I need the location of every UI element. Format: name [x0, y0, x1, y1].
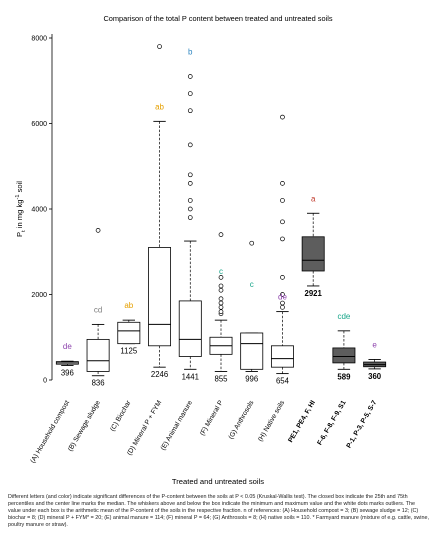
box-group: ab 1125 [117, 301, 141, 356]
category-labels: (A) Household compost(B) Sewage sludge (C… [30, 399, 379, 465]
category-label: (E) Animal manure [160, 399, 194, 451]
box-iqr [301, 236, 325, 272]
category-label: (H) Native soils [257, 399, 286, 443]
significance-letter: a [311, 194, 316, 203]
category-label: PE1, PE4, F, HI [287, 399, 317, 443]
box-iqr [240, 332, 264, 370]
outlier-point [280, 219, 285, 225]
mean-label: 589 [337, 372, 351, 381]
y-axis-label: Pt in mg kg-1 soil [15, 181, 27, 237]
outlier-point [218, 287, 224, 293]
outlier-point [280, 114, 285, 120]
category-label: (D) Mineral P + FYM [126, 399, 163, 456]
outlier-point [157, 44, 162, 49]
outlier-point [218, 232, 224, 237]
y-label-mid: in mg kg [15, 200, 24, 231]
outlier-point [249, 240, 255, 246]
category-label: F-6, F-8, F-9, S1 [316, 399, 347, 446]
outlier-point [280, 181, 285, 186]
box-iqr [332, 347, 356, 364]
mean-label: 836 [92, 379, 105, 388]
y-label-sup: -1 [15, 195, 21, 200]
box-iqr [117, 321, 141, 345]
category-label: P-1, P-3, P-5, S-7 [345, 399, 378, 449]
box-group: cde 589 [332, 312, 356, 381]
figure-caption: Different letters (and color) indicate s… [8, 494, 429, 529]
box-group: de 396 [55, 342, 79, 377]
mean-label: 996 [245, 374, 258, 383]
outlier-point [280, 236, 285, 242]
outlier-point [187, 108, 193, 114]
outlier-point [187, 181, 193, 186]
boxes: de 396 cd 836 ab 1125 ab 2246 b 1441 c 855 c 996 de 654… [55, 44, 387, 388]
outlier-point [95, 228, 101, 233]
outlier-point [218, 296, 224, 302]
significance-letter: de [278, 293, 287, 302]
box-group: ab 2246 [148, 44, 172, 379]
outlier-point [187, 215, 193, 220]
outlier-point [280, 300, 285, 306]
box-group: c 855 [209, 232, 233, 383]
box-group: b 1441 [178, 47, 202, 381]
category-label: (C) Biochar [109, 399, 133, 433]
mean-label: 1125 [120, 347, 137, 356]
box-iqr [148, 247, 172, 347]
chart-title: Comparison of the total P content betwee… [103, 14, 332, 23]
y-label-end: soil [15, 181, 24, 195]
box-iqr [86, 338, 110, 372]
y-tick-label: 2000 [31, 292, 47, 299]
mean-label: 1441 [182, 372, 199, 381]
outlier-point [187, 198, 193, 203]
significance-letter: cd [94, 305, 102, 314]
significance-letter: ab [124, 301, 133, 310]
significance-letter: ab [155, 102, 164, 111]
mean-label: 855 [214, 374, 228, 383]
outlier-point [187, 172, 193, 178]
outlier-point [187, 142, 193, 148]
mean-label: 654 [276, 377, 290, 386]
significance-letter: c [219, 267, 223, 276]
outlier-point [280, 198, 285, 203]
category-label: (B) Sewage sludge [67, 399, 102, 452]
mean-label: 396 [61, 368, 74, 377]
outlier-point [187, 206, 193, 212]
box-iqr [270, 345, 294, 368]
significance-letter: de [63, 342, 72, 351]
mean-label: 360 [368, 372, 382, 381]
y-tick-label: 4000 [31, 207, 47, 214]
significance-letter: cde [337, 312, 350, 321]
outlier-point [280, 304, 285, 310]
outlier-point [187, 91, 193, 96]
outlier-point [187, 74, 193, 79]
box-plot-chart: Comparison of the total P content betwee… [15, 14, 387, 486]
y-axis: 0 2000 4000 6000 8000 [31, 34, 53, 385]
x-axis-label: Treated and untreated soils [172, 477, 264, 486]
outlier-point [218, 309, 224, 314]
mean-label: 2246 [151, 370, 168, 379]
significance-letter: b [188, 47, 193, 56]
box-group: e 360 [363, 340, 387, 381]
y-label-main: P [15, 232, 24, 237]
outlier-point [218, 300, 224, 306]
mean-label: 2921 [305, 289, 323, 298]
category-label: (F) Mineral P [199, 399, 225, 437]
box-iqr [178, 300, 202, 357]
outlier-point [218, 275, 224, 280]
outlier-point [218, 304, 224, 310]
y-tick-label: 6000 [31, 121, 47, 128]
outlier-point [280, 275, 285, 280]
box-group: a 2921 [301, 194, 325, 298]
box-group: c 996 [240, 240, 264, 383]
category-label: (G) Anthrosols [228, 399, 256, 441]
outlier-point [218, 283, 224, 289]
outlier-point [280, 292, 285, 297]
y-tick-label: 8000 [31, 36, 47, 43]
significance-letter: e [372, 340, 377, 349]
significance-letter: c [250, 280, 254, 289]
box-group: de 654 [270, 114, 294, 386]
y-label-sub: t [21, 230, 27, 232]
y-tick-label: 0 [43, 378, 47, 385]
category-label: (A) Household compost [30, 399, 72, 464]
box-group: cd 836 [86, 228, 110, 388]
